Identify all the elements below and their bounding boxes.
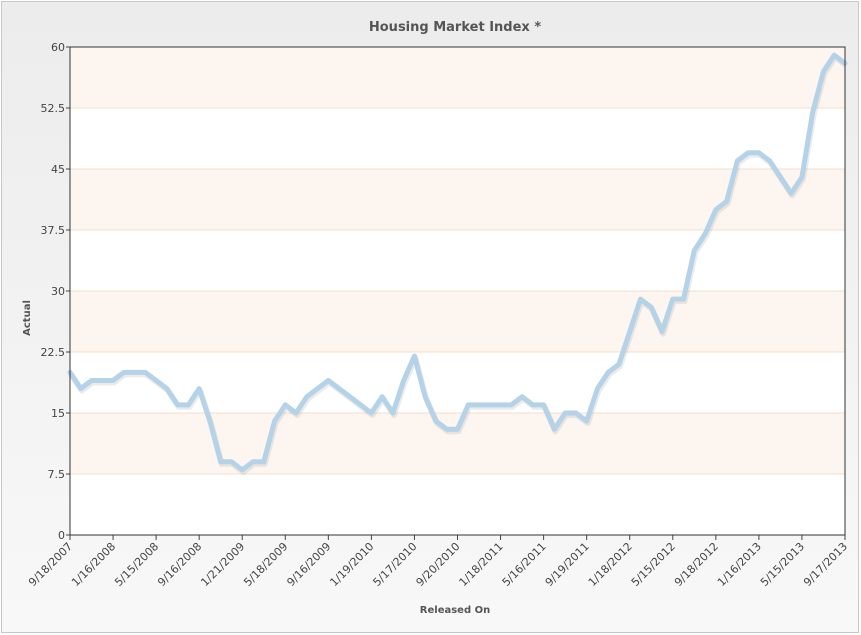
y-tick-label: 15 — [51, 407, 65, 420]
grid-band — [70, 413, 845, 474]
y-tick-label: 52.5 — [41, 102, 66, 115]
x-axis-title: Released On — [420, 605, 490, 616]
y-tick-label: 45 — [51, 163, 65, 176]
data-line — [67, 52, 848, 473]
grid-band — [70, 169, 845, 230]
y-axis-title: Actual — [22, 300, 33, 336]
y-tick-label: 60 — [51, 41, 65, 54]
y-tick-label: 7.5 — [48, 468, 66, 481]
y-tick-label: 0 — [58, 529, 65, 542]
y-tick-label: 30 — [51, 285, 65, 298]
y-tick-label: 22.5 — [41, 346, 66, 359]
grid-band — [70, 291, 845, 352]
plot-border — [69, 46, 846, 536]
chart-title: Housing Market Index * — [369, 20, 541, 35]
y-tick-label: 37.5 — [41, 224, 66, 237]
grid-band — [70, 47, 845, 108]
